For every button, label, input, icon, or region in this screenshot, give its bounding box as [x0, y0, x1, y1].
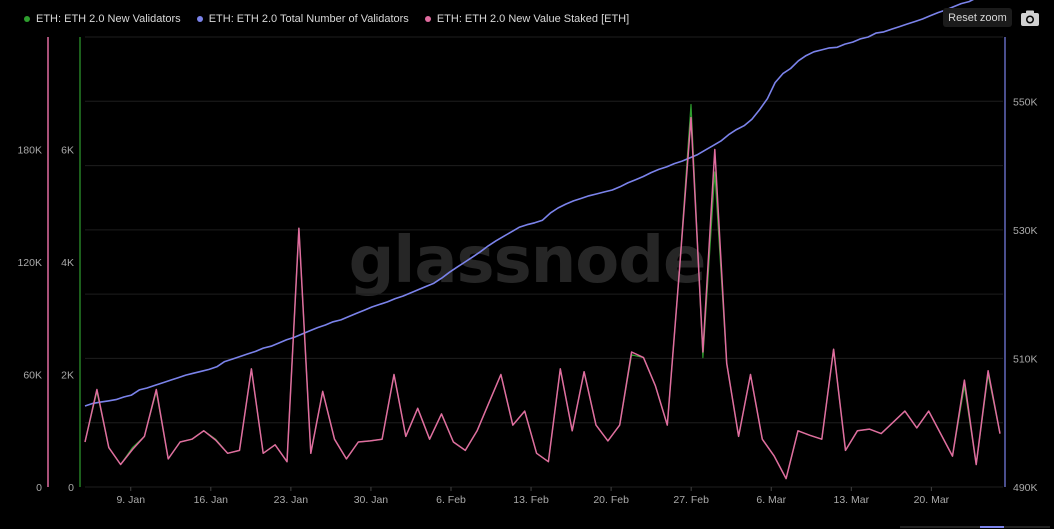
watermark: glassnode: [349, 224, 706, 298]
x-tick-label: 13. Mar: [834, 494, 870, 506]
legend-item-value-staked[interactable]: ETH: ETH 2.0 New Value Staked [ETH]: [424, 13, 630, 25]
y-tick-total-validators: 530K: [1013, 225, 1038, 237]
legend-label: ETH: ETH 2.0 Total Number of Validators: [208, 13, 409, 25]
reset-zoom-button[interactable]: Reset zoom: [943, 8, 1012, 27]
x-tick-label: 9. Jan: [116, 494, 145, 506]
legend-label: ETH: ETH 2.0 New Validators: [36, 13, 181, 25]
x-tick-label: 20. Feb: [593, 494, 629, 506]
x-tick-label: 23. Jan: [274, 494, 309, 506]
y-tick-value-staked: 60K: [23, 370, 42, 382]
legend-label: ETH: ETH 2.0 New Value Staked [ETH]: [436, 13, 630, 25]
y-tick-total-validators: 550K: [1013, 96, 1038, 108]
x-tick-label: 16. Jan: [194, 494, 229, 506]
legend: ETH: ETH 2.0 New Validators ETH: ETH 2.0…: [24, 10, 645, 28]
y-tick-new-validators: 4K: [61, 257, 74, 269]
y-tick-new-validators: 6K: [61, 145, 74, 157]
x-tick-label: 30. Jan: [354, 494, 389, 506]
x-tick-label: 27. Feb: [673, 494, 709, 506]
grid-lines: [85, 36, 1003, 488]
legend-dot-icon: [196, 16, 203, 22]
legend-item-total-validators[interactable]: ETH: ETH 2.0 Total Number of Validators: [196, 13, 409, 25]
x-tick-label: 6. Feb: [436, 494, 466, 506]
camera-icon[interactable]: [1020, 9, 1040, 27]
legend-dot-icon: [24, 16, 30, 22]
series-lines: [84, 0, 1001, 480]
y-tick-total-validators: 490K: [1013, 482, 1038, 494]
y-tick-value-staked: 120K: [17, 257, 42, 269]
y-tick-total-validators: 510K: [1013, 353, 1038, 365]
x-tick-labels: 9. Jan 16. Jan 23. Jan 30. Jan 6. Feb 13. Feb…: [116, 487, 950, 506]
x-tick-label: 20. Mar: [914, 494, 950, 506]
y-tick-new-validators: 0: [68, 482, 74, 494]
legend-dot-icon: [424, 16, 431, 22]
x-tick-label: 13. Feb: [513, 494, 549, 506]
y-tick-value-staked: 180K: [17, 145, 42, 157]
series-total-validators: [84, 0, 975, 407]
y-tick-value-staked: 0: [36, 482, 42, 494]
y-tick-labels: 0 60K 120K 180K 0 2K 4K 6K 490K 510K 530K 550K: [17, 96, 1037, 494]
x-tick-label: 6. Mar: [756, 494, 786, 506]
legend-item-new-validators[interactable]: ETH: ETH 2.0 New Validators: [24, 13, 181, 25]
y-tick-new-validators: 2K: [61, 370, 74, 382]
series-value-staked: [84, 116, 1001, 480]
